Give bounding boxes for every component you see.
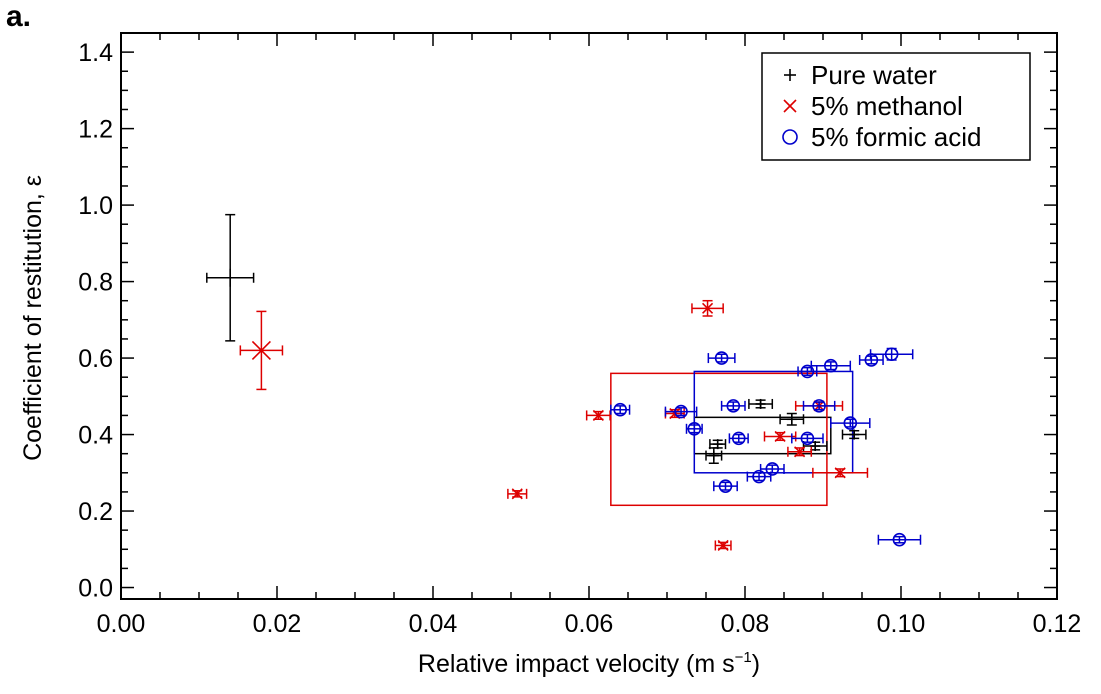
panel-label: a.	[6, 0, 32, 33]
data-point	[664, 404, 698, 419]
data-point	[507, 488, 528, 500]
y-tick-label: 0.0	[78, 575, 113, 603]
range-box	[610, 372, 828, 507]
circle-marker	[726, 399, 741, 413]
x-tick-label: 0.04	[409, 610, 458, 638]
x-marker-b	[783, 99, 797, 113]
circle-marker	[714, 351, 729, 365]
data-point	[802, 399, 836, 413]
series-5-methanol	[239, 299, 869, 552]
data-point	[830, 416, 871, 430]
circle-marker	[812, 399, 826, 413]
data-point	[705, 447, 723, 464]
circle-marker	[752, 469, 766, 484]
circle-marker	[674, 404, 688, 419]
x-tick-label: 0.06	[565, 610, 614, 638]
circle-marker	[765, 462, 780, 476]
x-marker-b	[794, 446, 806, 458]
range-box	[693, 370, 854, 474]
data-point	[763, 430, 797, 443]
data-point	[685, 422, 703, 436]
data-point	[713, 479, 738, 493]
x-tick-label: 0.00	[97, 610, 146, 638]
x-marker-b	[701, 302, 714, 314]
x-tick-label: 0.12	[1033, 610, 1082, 638]
data-point	[728, 431, 749, 446]
y-axis-label: Coefficient of restitution, ε	[19, 175, 47, 461]
data-point	[748, 398, 774, 409]
data-point	[746, 469, 772, 484]
data-point	[714, 539, 732, 552]
x-axis-label: Relative impact velocity (m s−1)	[418, 649, 760, 678]
data-point	[707, 351, 736, 365]
data-point	[812, 467, 869, 479]
circle-marker	[864, 353, 879, 367]
y-tick-label: 0.4	[78, 422, 113, 450]
x-marker-b	[511, 488, 523, 500]
x-tick-label: 0.10	[877, 610, 926, 638]
y-tick-label: 0.8	[78, 269, 113, 297]
legend-label: Pure water	[811, 60, 937, 90]
x-marker-b	[251, 340, 271, 360]
x-marker-b	[834, 467, 846, 479]
series-5-formic-acid	[610, 347, 922, 547]
data-point	[585, 409, 611, 421]
data-point	[841, 429, 867, 440]
circle-marker	[800, 364, 815, 379]
data-point	[787, 446, 813, 458]
circle-marker	[800, 431, 815, 446]
legend-label: 5% formic acid	[811, 122, 982, 152]
circle-marker	[782, 129, 798, 145]
mean-point	[206, 213, 255, 342]
mean-point	[239, 310, 284, 391]
data-point	[869, 347, 914, 362]
circle-marker	[613, 402, 628, 417]
y-tick-label: 0.2	[78, 498, 113, 526]
x-marker-b	[717, 539, 729, 552]
x-marker-b	[774, 430, 786, 443]
data-points	[206, 213, 922, 552]
data-point	[797, 364, 818, 379]
data-point	[720, 399, 746, 413]
y-tick-label: 1.0	[78, 192, 113, 220]
y-tick-label: 1.2	[78, 116, 113, 144]
y-tick-label: 0.6	[78, 345, 113, 373]
y-tick-label: 1.4	[78, 39, 113, 67]
axes: 0.00 0.02 0.04 0.06 0.08 0.10 0.12 0.0 0.2 0.4 0.6…	[78, 32, 1082, 638]
legend-label: 5% methanol	[811, 91, 963, 121]
x-tick-label: 0.08	[721, 610, 770, 638]
series-pure-water	[206, 213, 867, 464]
data-point	[779, 412, 805, 426]
legend-box	[761, 52, 1031, 161]
x-tick-label: 0.02	[253, 610, 302, 638]
data-point	[610, 402, 631, 417]
x-marker-b	[592, 409, 604, 421]
data-point	[877, 532, 922, 547]
circle-marker	[823, 358, 838, 373]
data-point	[691, 299, 724, 317]
data-point	[791, 431, 824, 446]
data-point	[858, 353, 884, 367]
circle-marker	[843, 416, 858, 430]
data-point	[810, 358, 852, 373]
circle-marker	[718, 479, 733, 493]
circle-marker	[687, 422, 702, 436]
circle-marker	[892, 532, 907, 547]
circle-marker	[884, 347, 899, 362]
circle-marker	[731, 431, 746, 446]
